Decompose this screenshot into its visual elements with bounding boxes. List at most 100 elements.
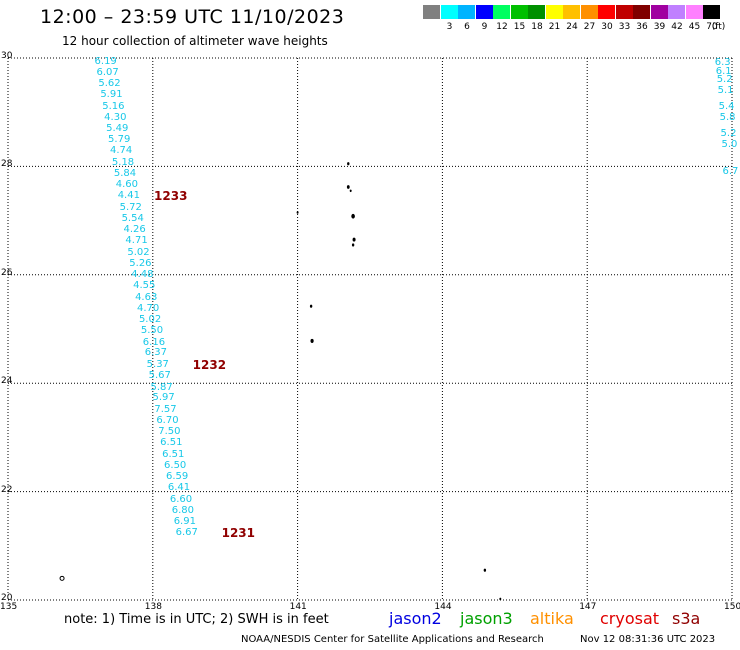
wave-height-label-edge: 6.3 (714, 57, 731, 69)
wave-height-label: 6.19 (94, 55, 117, 67)
wave-height-label: 5.50 (140, 325, 164, 337)
wave-height-label: 6.67 (175, 527, 198, 539)
wave-height-label: 5.02 (138, 313, 162, 325)
colorbar-swatch (475, 5, 493, 19)
wave-height-label: 4.63 (135, 291, 158, 303)
wave-height-label: 5.79 (108, 134, 131, 146)
colorbar-swatch (545, 5, 563, 19)
wave-height-label-edge: 5.0 (721, 138, 738, 150)
colorbar-label: 42 (671, 22, 683, 32)
wave-height-label: 4.26 (123, 224, 146, 236)
wave-height-label: 4.41 (117, 190, 140, 202)
wave-height-label: 4.48 (131, 268, 154, 280)
island-landmass (352, 237, 356, 242)
wave-height-label: 4.30 (104, 111, 127, 123)
timestamp-text: Nov 12 08:31:36 UTC 2023 (580, 634, 716, 645)
colorbar-label: 12 (496, 22, 508, 32)
colorbar-label: 6 (464, 22, 470, 32)
colorbar-label: 3 (446, 22, 453, 32)
colorbar-label: 27 (583, 22, 596, 32)
longitude-tick-label: 135 (0, 602, 18, 612)
wave-height-label: 5.62 (98, 78, 121, 90)
satellite-legend-jason2: jason2 (389, 609, 442, 628)
satellite-legend-altika: altika (530, 609, 574, 628)
wave-height-label: 5.72 (119, 201, 142, 213)
wave-height-label: 5.18 (111, 156, 135, 168)
colorbar-label: 15 (513, 22, 526, 32)
wave-height-label: 5.67 (148, 370, 171, 382)
island-landmass (346, 185, 350, 189)
satellite-legend-cryosat: cryosat (600, 609, 660, 628)
colorbar-swatch (598, 5, 615, 19)
pass-time-label: 1233 (154, 189, 188, 204)
wave-height-label: 5.49 (106, 123, 129, 134)
colorbar-label: 45 (688, 22, 701, 32)
colorbar-label: 39 (653, 22, 666, 32)
colorbar-swatch (668, 5, 685, 19)
longitude-tick-label: 144 (434, 602, 452, 612)
wave-height-label: 6.80 (171, 504, 195, 516)
wave-height-label: 6.59 (165, 470, 189, 482)
wave-height-label: 6.37 (144, 347, 167, 359)
longitude-tick-label: 141 (289, 602, 307, 612)
colorbar-label: 70 (706, 22, 718, 32)
wave-height-label: 6.60 (169, 493, 193, 505)
longitude-tick-label: 138 (144, 602, 162, 612)
colorbar-swatch (580, 5, 598, 19)
colorbar-swatch (458, 5, 475, 19)
island-landmass (296, 211, 299, 214)
wave-height-label: 5.97 (152, 392, 175, 404)
wave-height-label: 6.41 (167, 482, 191, 494)
island-landmass (499, 597, 502, 601)
colorbar-unit: (ft) (711, 22, 726, 32)
colorbar-label: 21 (548, 22, 561, 32)
colorbar-label: 9 (481, 22, 488, 32)
colorbar-swatch (510, 5, 528, 19)
wave-height-label: 5.02 (127, 246, 150, 258)
wave-height-label-edge: 6.1 (715, 65, 732, 77)
longitude-tick-label: 150 (724, 602, 740, 612)
island-landmass (309, 304, 313, 308)
pass-time-label: 1232 (192, 357, 227, 372)
island-landmass (351, 213, 355, 219)
latitude-tick-label: 20 (1, 593, 13, 603)
latitude-tick-label: 26 (1, 267, 13, 278)
colorbar-label: 18 (531, 22, 543, 32)
wave-height-label: 5.91 (100, 89, 123, 101)
colorbar-label: 33 (618, 22, 631, 32)
wave-height-label: 4.74 (109, 145, 133, 157)
wave-height-label: 4.55 (133, 280, 156, 292)
satellite-legend-jason3: jason3 (460, 609, 513, 628)
latitude-tick-label: 30 (1, 51, 13, 61)
colorbar-swatch (633, 5, 650, 19)
satellite-legend-s3a: s3a (672, 609, 701, 628)
island-landmass (347, 162, 350, 166)
wave-height-label: 4.60 (115, 179, 139, 191)
wave-height-label: 5.26 (129, 257, 152, 269)
wave-height-label: 5.37 (146, 358, 169, 370)
wave-height-label: 6.50 (164, 460, 187, 472)
wave-height-label: 5.16 (102, 100, 125, 112)
longitude-tick-label: 147 (579, 602, 597, 612)
island-landmass (351, 243, 355, 247)
latitude-tick-label: 24 (1, 376, 13, 387)
wave-height-label-edge: 5.8 (719, 111, 736, 123)
latitude-tick-label: 22 (1, 484, 13, 495)
wave-height-label: 5.87 (150, 381, 173, 393)
wave-height-label-edge: 5.2 (716, 73, 733, 85)
wave-height-label: 6.16 (142, 336, 166, 348)
colorbar-swatch (650, 5, 668, 19)
wave-height-label: 4.71 (125, 235, 148, 247)
wave-height-label: 7.50 (158, 425, 181, 437)
wave-height-label: 5.84 (113, 167, 137, 179)
latitude-tick-label: 28 (1, 159, 13, 170)
wave-height-label: 4.70 (137, 302, 160, 314)
wave-height-label: 6.91 (173, 515, 196, 527)
island-landmass (483, 568, 487, 572)
colorbar-swatch (615, 5, 633, 19)
pass-time-label: 1231 (221, 526, 256, 541)
credit-text: NOAA/NESDIS Center for Satellite Applica… (241, 634, 544, 645)
colorbar-swatch (493, 5, 510, 19)
colorbar-label: 36 (636, 22, 648, 32)
